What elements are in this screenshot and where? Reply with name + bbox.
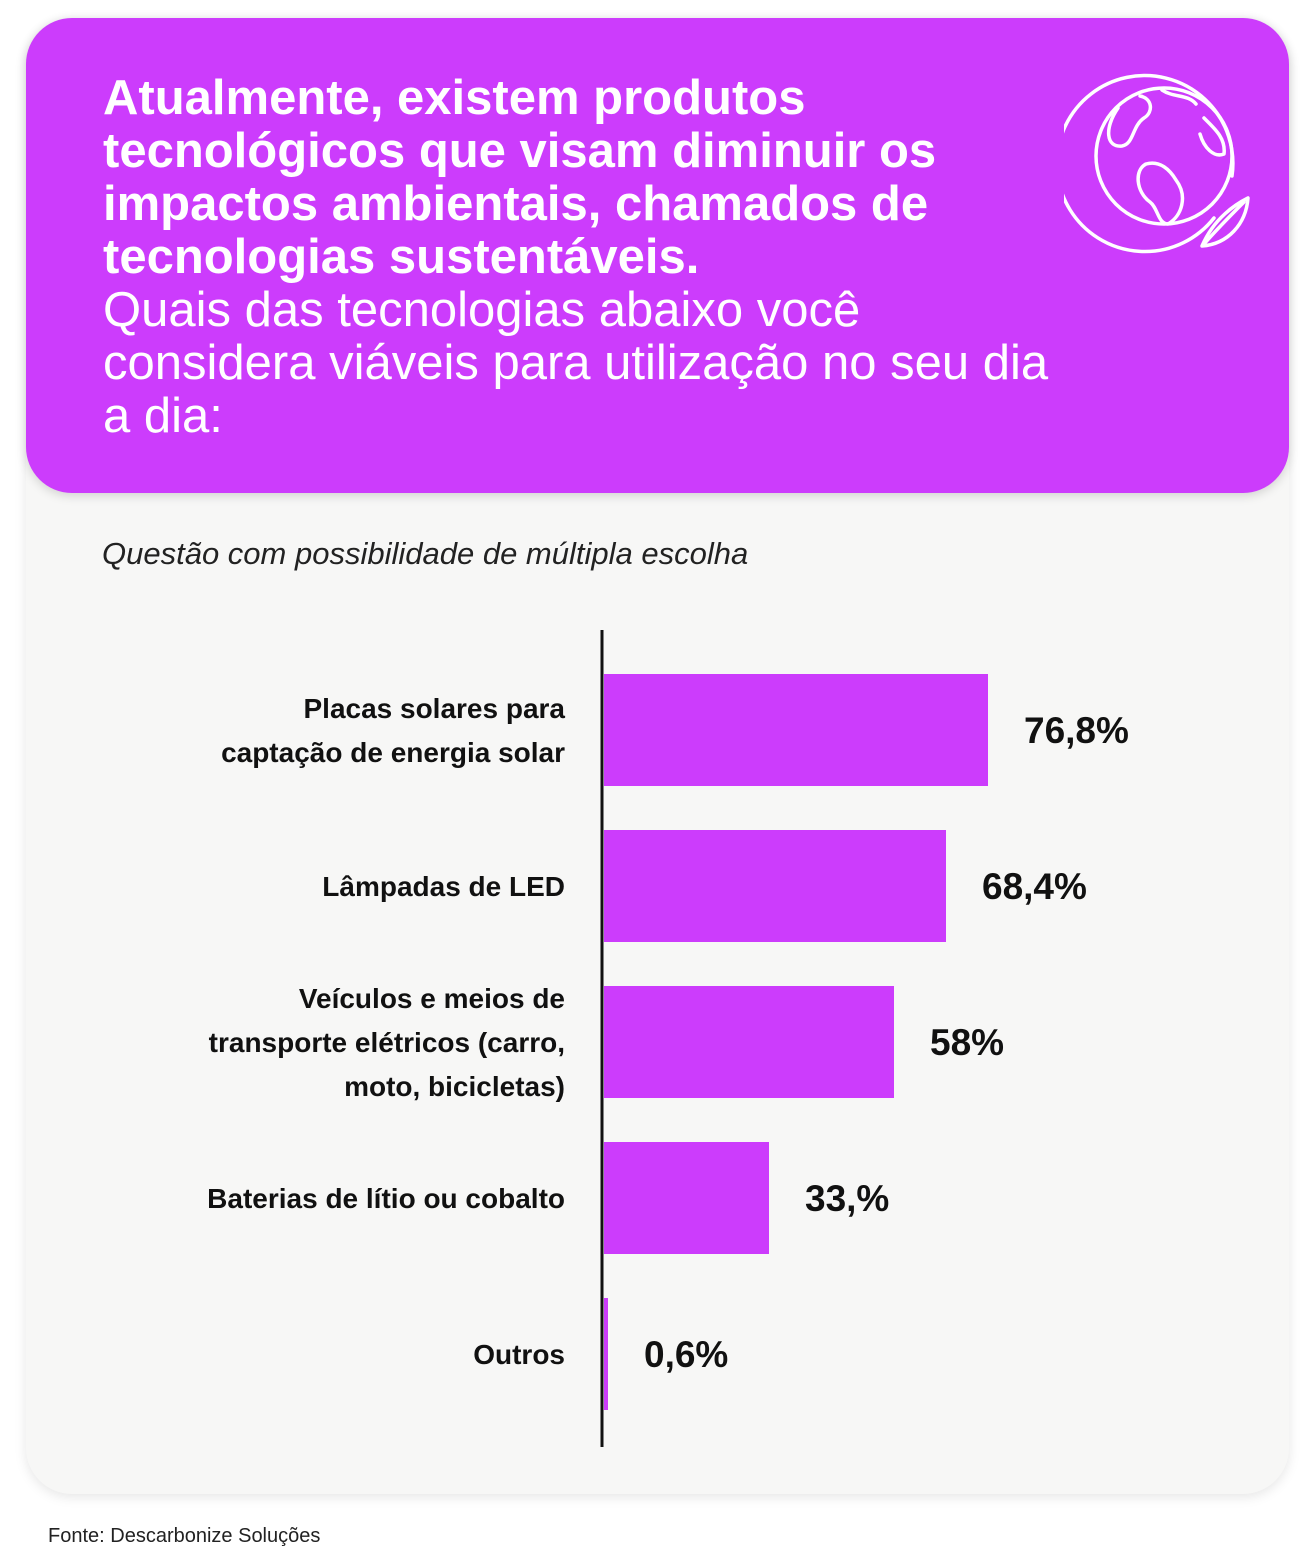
bar-0 — [604, 674, 988, 786]
category-label-4: Outros — [473, 1339, 565, 1370]
question-header: Atualmente, existem produtos tecnológico… — [26, 18, 1289, 493]
bar-1 — [604, 830, 946, 942]
question-subtitle: Quais das tecnologias abaixo você consid… — [103, 283, 1049, 443]
category-label-1: Lâmpadas de LED — [322, 871, 565, 902]
value-label-0: 76,8% — [1024, 710, 1129, 751]
bar-2 — [604, 986, 894, 1098]
value-label-2: 58% — [930, 1022, 1004, 1063]
value-label-3: 33,% — [805, 1178, 889, 1219]
category-label-2: Veículos e meios de transporte elétricos … — [209, 983, 565, 1102]
bar-3 — [604, 1142, 769, 1254]
question-title: Atualmente, existem produtos tecnológico… — [103, 71, 937, 284]
globe-leaf-icon — [1064, 73, 1250, 254]
bar-4 — [604, 1298, 608, 1410]
source-citation: Fonte: Descarbonize Soluções — [48, 1525, 321, 1547]
category-label-0: Placas solares para captação de energia s… — [221, 693, 565, 768]
category-label-3: Baterias de lítio ou cobalto — [207, 1183, 565, 1214]
chart-note: Questão com possibilidade de múltipla es… — [102, 536, 749, 571]
value-label-1: 68,4% — [982, 866, 1087, 907]
value-label-4: 0,6% — [644, 1334, 728, 1375]
